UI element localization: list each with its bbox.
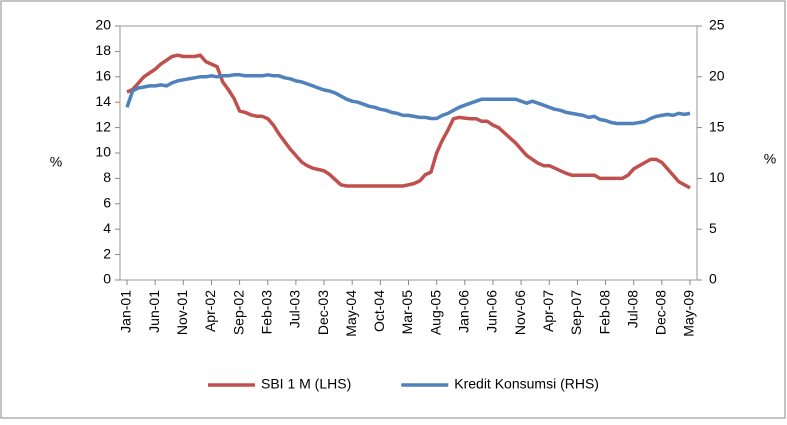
y-tick-label: 10 bbox=[95, 144, 111, 160]
x-tick-label: Jul-03 bbox=[287, 290, 303, 328]
x-tick-label: Jan-01 bbox=[118, 290, 134, 333]
x-tick-label: Apr-07 bbox=[540, 290, 556, 332]
y2-tick-label: 20 bbox=[709, 68, 725, 84]
legend-label: SBI 1 M (LHS) bbox=[261, 376, 351, 392]
x-tick-label: Apr-02 bbox=[202, 290, 218, 332]
y2-tick-label: 5 bbox=[709, 220, 717, 236]
x-tick-label: Nov-06 bbox=[512, 290, 528, 335]
y-tick-label: 14 bbox=[95, 93, 111, 109]
y2-tick-label: 25 bbox=[709, 17, 725, 33]
legend-label: Kredit Konsumsi (RHS) bbox=[454, 376, 599, 392]
x-tick-label: Jan-06 bbox=[456, 290, 472, 333]
y-tick-label: 18 bbox=[95, 42, 111, 58]
line-series bbox=[125, 73, 691, 126]
x-tick-label: Jun-06 bbox=[484, 290, 500, 333]
x-tick-label: Mar-05 bbox=[399, 290, 415, 335]
x-tick-label: Aug-05 bbox=[427, 290, 443, 335]
y2-tick-label: 15 bbox=[709, 118, 725, 134]
y2-tick-label: 10 bbox=[709, 169, 725, 185]
x-tick-label: May-04 bbox=[343, 290, 359, 337]
y-tick-label: 8 bbox=[103, 169, 111, 185]
x-tick-label: Feb-03 bbox=[258, 290, 274, 335]
x-tick-label: Oct-04 bbox=[371, 290, 387, 332]
y2-tick-label: 0 bbox=[709, 271, 717, 287]
x-tick-label: Dec-08 bbox=[653, 290, 669, 335]
y-axis-label: % bbox=[50, 154, 62, 170]
y-tick-label: 12 bbox=[95, 118, 111, 134]
x-tick-label: Jul-08 bbox=[624, 290, 640, 328]
y-tick-label: 0 bbox=[103, 271, 111, 287]
y2-axis-label: % bbox=[764, 151, 776, 167]
x-tick-label: Sep-02 bbox=[230, 290, 246, 335]
x-tick-label: Nov-01 bbox=[174, 290, 190, 335]
x-tick-label: Sep-07 bbox=[568, 290, 584, 335]
x-tick-label: May-09 bbox=[681, 290, 697, 337]
x-tick-label: Dec-03 bbox=[315, 290, 331, 335]
y-tick-label: 4 bbox=[103, 220, 111, 236]
y-tick-label: 6 bbox=[103, 195, 111, 211]
y-tick-label: 20 bbox=[95, 17, 111, 33]
x-tick-label: Jun-01 bbox=[146, 290, 162, 333]
x-tick-label: Feb-08 bbox=[596, 290, 612, 335]
y-tick-label: 16 bbox=[95, 68, 111, 84]
y-tick-label: 2 bbox=[103, 245, 111, 261]
